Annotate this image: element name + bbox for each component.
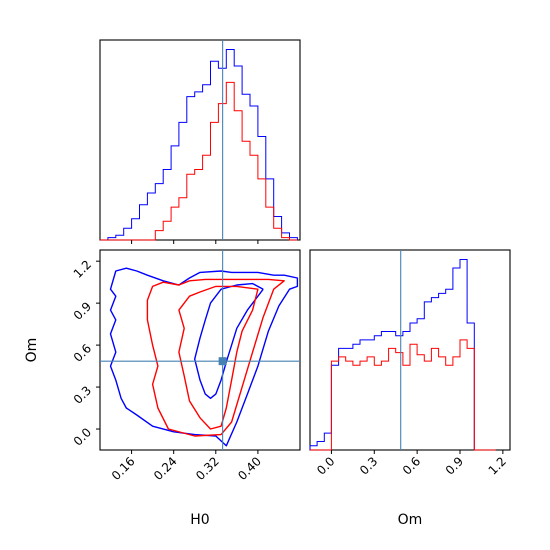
contour-outer-2 bbox=[146, 278, 285, 437]
contour-ytick-label-3: 0.9 bbox=[71, 299, 94, 322]
hist-om-xtick-label-0: 0.0 bbox=[314, 454, 337, 477]
contour-xtick-label-3: 0.40 bbox=[235, 454, 264, 483]
hist-om-xtick-label-3: 0.9 bbox=[443, 454, 466, 477]
hist-om-series-1 bbox=[310, 339, 496, 451]
contour-outer-0 bbox=[109, 267, 299, 447]
hist-om-xtick-label-4: 1.2 bbox=[486, 454, 509, 477]
hist-om-xtick-label-2: 0.6 bbox=[400, 454, 423, 477]
contour-ytick-label-1: 0.3 bbox=[71, 383, 94, 406]
hist-om-frame bbox=[309, 249, 511, 451]
contour-ytick-label-4: 1.2 bbox=[71, 257, 94, 280]
contour-ytick-label-0: 0.0 bbox=[71, 425, 94, 448]
contour-inner-1 bbox=[193, 282, 264, 399]
y-axis-label-om: Om bbox=[24, 338, 40, 363]
hist-h0-series-0 bbox=[100, 49, 298, 241]
hist-h0-frame bbox=[99, 39, 301, 241]
hist-h0-series-1 bbox=[100, 81, 298, 241]
x-axis-label-om: Om bbox=[398, 512, 423, 528]
x-axis-label-h0: H0 bbox=[190, 512, 209, 528]
contour-frame bbox=[99, 249, 301, 451]
truth-lines bbox=[100, 40, 402, 450]
hist-om-series bbox=[309, 259, 496, 451]
contour-xtick-label-2: 0.32 bbox=[193, 454, 222, 483]
truth-marker bbox=[218, 357, 227, 366]
contour-ytick-label-2: 0.6 bbox=[71, 341, 94, 364]
contour-xtick-label-0: 0.16 bbox=[109, 454, 138, 483]
contour-inner-3 bbox=[178, 285, 259, 430]
hist-om-series-0 bbox=[309, 259, 496, 451]
contour-xtick-label-1: 0.24 bbox=[151, 454, 180, 483]
hist-h0-series bbox=[100, 49, 298, 241]
hist-om-xtick-label-1: 0.3 bbox=[357, 454, 380, 477]
contour-series bbox=[109, 267, 299, 447]
